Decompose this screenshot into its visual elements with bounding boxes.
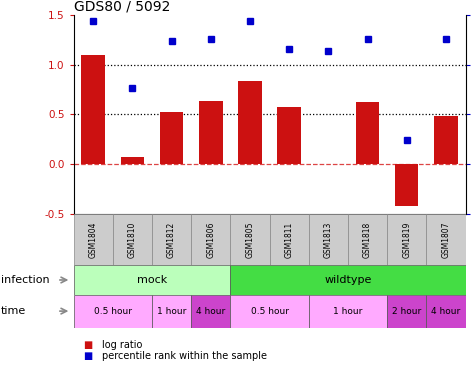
Text: GDS80 / 5092: GDS80 / 5092 [74,0,170,14]
Bar [356,102,379,164]
Text: 1 hour: 1 hour [333,307,362,315]
Bar [152,214,191,265]
Bar [74,265,230,295]
Text: 0.5 hour: 0.5 hour [94,307,132,315]
Bar [230,214,270,265]
Text: GSM1812: GSM1812 [167,221,176,258]
Text: ■: ■ [83,340,92,350]
Bar [74,214,113,265]
Bar [270,214,309,265]
Bar [387,214,427,265]
Bar [74,295,152,328]
Text: 0.5 hour: 0.5 hour [251,307,289,315]
Bar [82,55,105,164]
Text: GSM1818: GSM1818 [363,221,372,258]
Bar [230,295,309,328]
Bar [199,101,222,164]
Text: GSM1813: GSM1813 [324,221,333,258]
Bar [309,214,348,265]
Text: GSM1811: GSM1811 [285,221,294,258]
Bar [121,157,144,164]
Bar [309,295,387,328]
Text: percentile rank within the sample: percentile rank within the sample [102,351,267,361]
Text: GSM1807: GSM1807 [441,221,450,258]
Text: 2 hour: 2 hour [392,307,421,315]
Bar [238,82,262,164]
Text: 1 hour: 1 hour [157,307,186,315]
Bar [395,164,418,206]
Bar [277,107,301,164]
Text: infection: infection [1,275,49,285]
Text: wildtype: wildtype [324,275,371,285]
Text: GSM1804: GSM1804 [89,221,98,258]
Text: GSM1819: GSM1819 [402,221,411,258]
Text: time: time [1,306,26,316]
Bar [427,295,466,328]
Bar [427,214,466,265]
Text: log ratio: log ratio [102,340,142,350]
Bar [152,295,191,328]
Text: GSM1810: GSM1810 [128,221,137,258]
Bar [160,112,183,164]
Text: GSM1806: GSM1806 [206,221,215,258]
Text: 4 hour: 4 hour [431,307,461,315]
Text: mock: mock [137,275,167,285]
Bar [113,214,152,265]
Bar [230,265,466,295]
Bar [434,116,457,164]
Bar [191,295,230,328]
Bar [348,214,387,265]
Text: ■: ■ [83,351,92,361]
Bar [387,295,427,328]
Text: GSM1805: GSM1805 [246,221,255,258]
Text: 4 hour: 4 hour [196,307,226,315]
Bar [191,214,230,265]
